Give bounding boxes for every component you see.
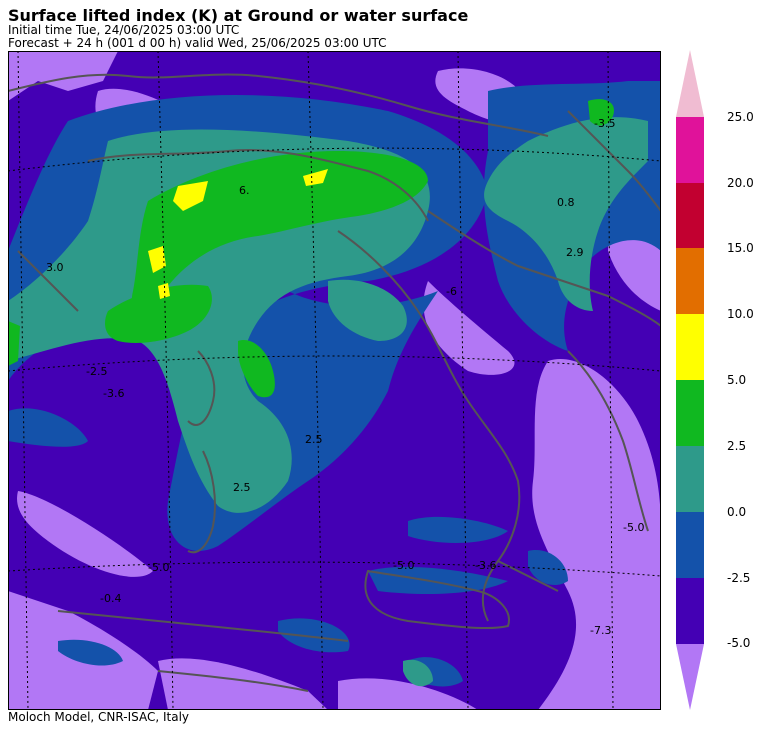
- contour-label: -6: [446, 285, 457, 298]
- colorbar-bottom-arrow: [676, 644, 704, 710]
- colorbar-segment: [676, 183, 704, 248]
- colorbar-tick-label: 5.0: [727, 373, 747, 387]
- colorbar-segment: [676, 578, 704, 644]
- colorbar-tick-label: 10.0: [727, 307, 754, 321]
- model-credit: Moloch Model, CNR-ISAC, Italy: [8, 710, 190, 724]
- map-frame: [8, 51, 661, 710]
- colorbar-segment: [676, 314, 704, 380]
- colorbar-segment: [676, 117, 704, 183]
- contour-label: 0.8: [557, 196, 575, 209]
- contour-labels: -3.5 0.8 2.9 6. 3.0 -2.5 -3.6 -6 2.5 -5.…: [46, 117, 644, 637]
- forecast-valid-time: Forecast + 24 h (001 d 00 h) valid Wed, …: [8, 36, 387, 50]
- contour-label: -0.4: [100, 592, 121, 605]
- contour-label: 2.5: [233, 481, 251, 494]
- colorbar-segment: [676, 512, 704, 578]
- map-title: Surface lifted index (K) at Ground or wa…: [8, 6, 469, 25]
- contour-label: -2.5: [86, 365, 107, 378]
- graticule: [8, 51, 661, 710]
- colorbar-top-arrow: [676, 50, 704, 117]
- coastlines: [8, 73, 661, 692]
- colorbar-tick-label: 0.0: [727, 505, 747, 519]
- contour-label: 3.0: [46, 261, 64, 274]
- colorbar: [676, 50, 704, 710]
- colorbar-segment: [676, 248, 704, 314]
- field-5-to-10: [148, 169, 328, 299]
- colorbar-tick-label: -5.0: [727, 636, 751, 650]
- colorbar-tick-label: 25.0: [727, 110, 754, 124]
- colorbar-segment: [676, 380, 704, 446]
- contour-label: 2.5: [305, 433, 323, 446]
- colorbar-tick-label: 2.5: [727, 439, 747, 453]
- contour-label: -3.5: [594, 117, 615, 130]
- colorbar-segment: [676, 446, 704, 512]
- contour-label: 2.9: [566, 246, 584, 259]
- contour-label: -5.0: [623, 521, 644, 534]
- lifted-index-map: -3.5 0.8 2.9 6. 3.0 -2.5 -3.6 -6 2.5 -5.…: [8, 51, 661, 710]
- contour-label: -7.3: [590, 624, 611, 637]
- field-0-to-2.5: [8, 117, 648, 687]
- colorbar-tick-label: -2.5: [727, 571, 751, 585]
- colorbar-tick-label: 20.0: [727, 176, 754, 190]
- contour-label: -3.6: [103, 387, 124, 400]
- contour-label: -5.0: [148, 561, 169, 574]
- contour-label: 6.: [239, 184, 250, 197]
- contour-label: -3.6: [475, 559, 496, 572]
- contour-label: -5.0: [393, 559, 414, 572]
- colorbar-tick-label: 15.0: [727, 241, 754, 255]
- field-2.5-to-5: [8, 99, 614, 398]
- initial-time: Initial time Tue, 24/06/2025 03:00 UTC: [8, 23, 240, 37]
